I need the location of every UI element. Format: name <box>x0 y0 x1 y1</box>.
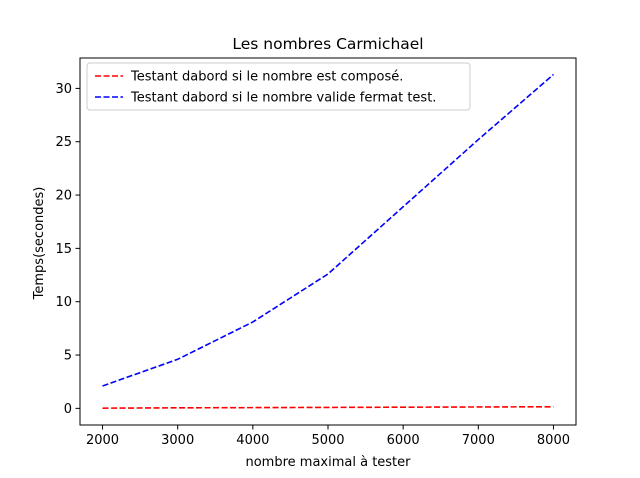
y-tick-label: 20 <box>55 189 72 204</box>
chart-title: Les nombres Carmichael <box>232 35 423 53</box>
series-line-2 <box>102 73 554 387</box>
y-tick-label: 25 <box>55 135 72 150</box>
y-tick-label: 15 <box>55 242 72 257</box>
x-tick-label: 6000 <box>387 433 420 448</box>
legend-label-1: Testant dabord si le nombre est composé. <box>130 70 403 85</box>
x-axis-label: nombre maximal à tester <box>245 455 411 470</box>
legend-label-2: Testant dabord si le nombre valide ferma… <box>130 91 436 106</box>
x-tick-label: 7000 <box>462 433 495 448</box>
x-tick-label: 3000 <box>161 433 194 448</box>
legend: Testant dabord si le nombre est composé.… <box>86 62 471 111</box>
x-tick-label: 2000 <box>86 433 119 448</box>
x-tick-label: 4000 <box>236 433 269 448</box>
y-axis-label: Temps(secondes) <box>32 187 47 301</box>
legend-box <box>86 62 471 111</box>
y-tick-label: 10 <box>55 295 72 310</box>
axes: 2000 3000 4000 5000 6000 7000 8000 0 5 10 15 20 25 30 <box>55 57 577 448</box>
series-line-1 <box>102 405 554 409</box>
x-tick-label: 5000 <box>311 433 344 448</box>
x-tick-label: 8000 <box>537 433 570 448</box>
y-tick-label: 0 <box>64 402 72 417</box>
y-tick-label: 5 <box>64 349 72 364</box>
y-tick-label: 30 <box>55 82 72 97</box>
plot-area <box>102 73 554 409</box>
